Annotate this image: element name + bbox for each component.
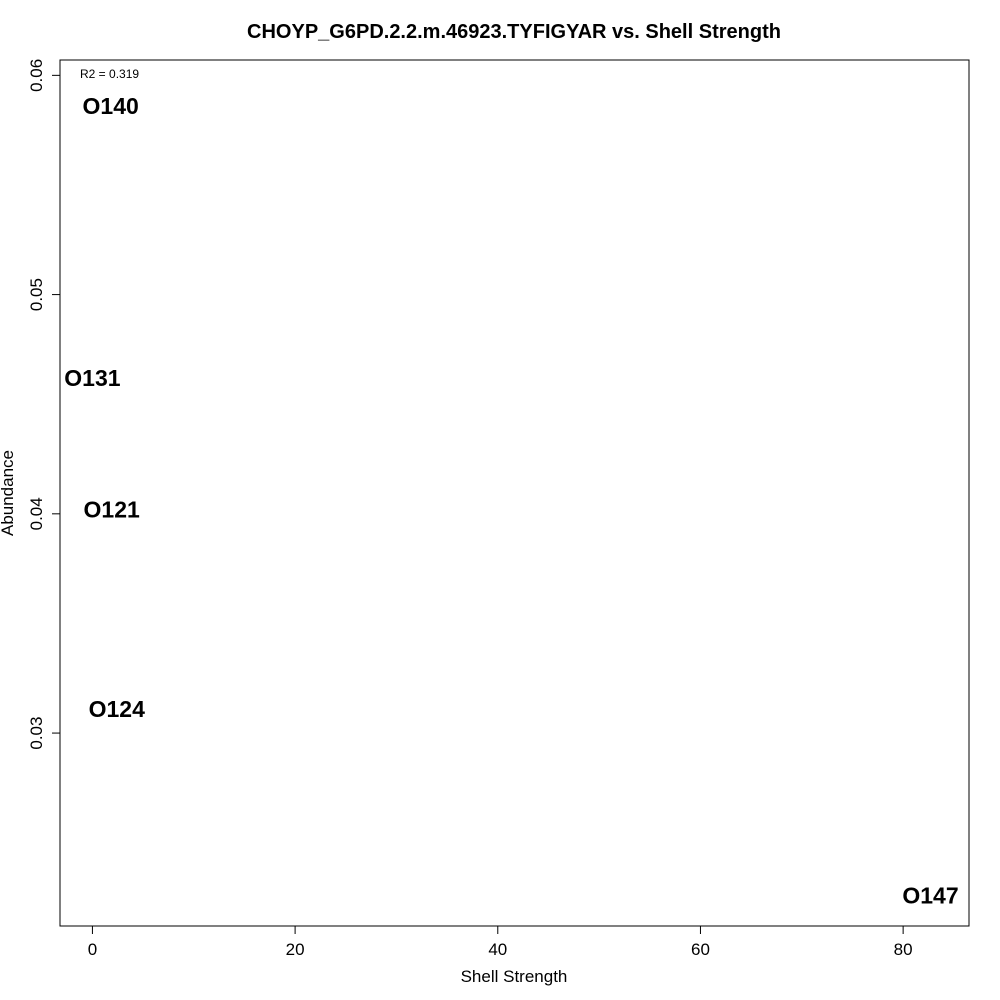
x-tick-label: 20 xyxy=(286,940,305,959)
y-axis-label: Abundance xyxy=(0,450,17,536)
x-axis-ticks: 0 20 40 60 80 xyxy=(88,925,913,959)
r2-annotation: R2 = 0.319 xyxy=(80,67,139,81)
point-label: O124 xyxy=(89,696,145,722)
point-label: O140 xyxy=(83,93,139,119)
y-tick-label: 0.03 xyxy=(27,717,46,750)
point-label: O131 xyxy=(64,365,120,391)
x-tick-label: 40 xyxy=(488,940,507,959)
data-points: O140 O131 O121 O124 O147 xyxy=(64,93,958,908)
x-tick-label: 60 xyxy=(691,940,710,959)
x-tick-label: 0 xyxy=(88,940,97,959)
chart-title: CHOYP_G6PD.2.2.m.46923.TYFIGYAR vs. Shel… xyxy=(247,21,781,43)
y-axis-ticks: 0.03 0.04 0.05 0.06 xyxy=(27,59,61,750)
x-axis-label: Shell Strength xyxy=(461,967,568,986)
x-tick-label: 80 xyxy=(894,940,913,959)
y-tick-label: 0.04 xyxy=(27,497,46,530)
point-label: O147 xyxy=(902,882,958,908)
plot-frame xyxy=(59,59,970,927)
point-label: O121 xyxy=(84,496,140,522)
y-tick-label: 0.06 xyxy=(27,59,46,92)
y-tick-label: 0.05 xyxy=(27,278,46,311)
